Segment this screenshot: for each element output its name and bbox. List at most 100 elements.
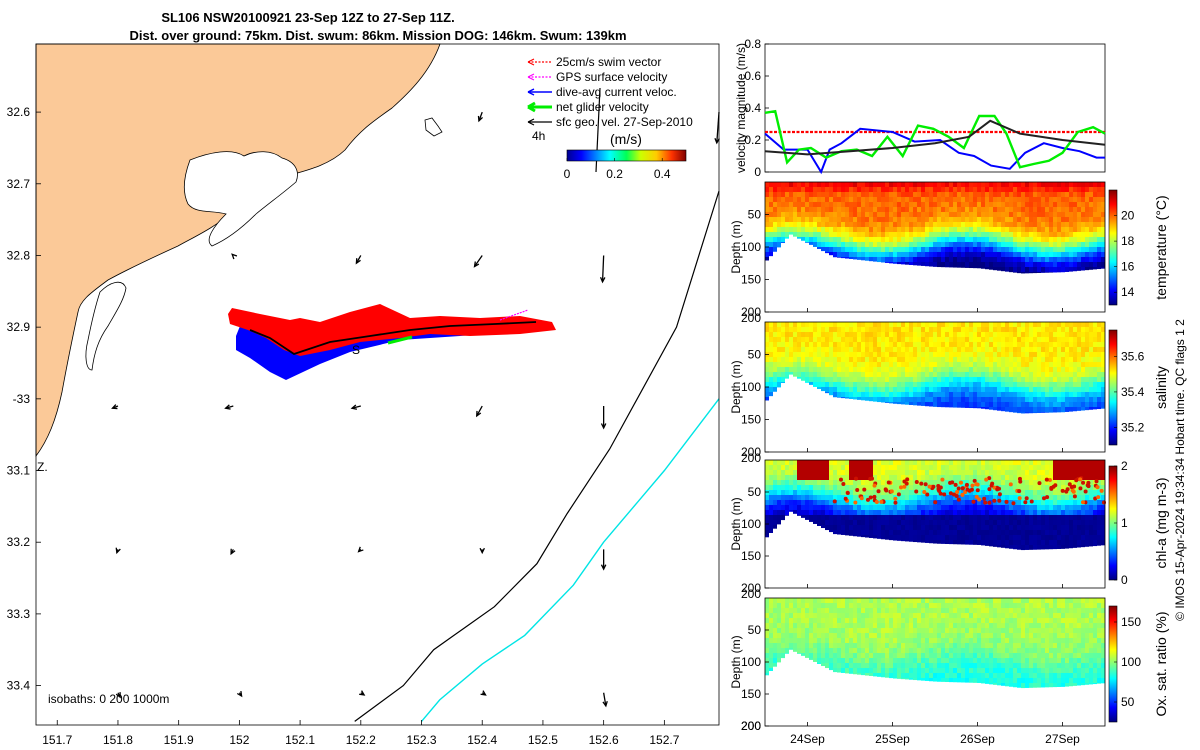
- legend-net-label: net glider velocity: [556, 100, 649, 114]
- geo-velocity-arrow: [224, 404, 234, 410]
- geo-velocity-arrow: [115, 547, 121, 555]
- velocity-frame: [764, 43, 1106, 173]
- section-colorbar-tick-label: 35.6: [1121, 350, 1145, 364]
- glider-path: [249, 321, 537, 355]
- footer-credit: © IMOS 15-Apr-2024 19:34:34 Hobart time.…: [1173, 319, 1187, 621]
- section-depth-label: 50: [748, 485, 762, 499]
- legend-geo-velocity: sfc geo. vel. 27-Sep-2010: [527, 115, 693, 129]
- isobath-200m: [354, 190, 720, 722]
- speed-colorbar-tick-label: 0: [564, 167, 571, 181]
- map-frame: [35, 43, 720, 726]
- section-time-label: 26Sep: [960, 732, 995, 746]
- section-data-field: [765, 598, 1105, 689]
- map-inlet: [85, 281, 127, 371]
- velocity-ytick-label: 0.2: [744, 133, 761, 147]
- track-label: S: [352, 343, 360, 357]
- velocity-series: [764, 109, 1106, 175]
- map-panel: Z. S 151.7 151.8 151.9 152 152.1 152.2 152.3 15…: [7, 43, 720, 747]
- section-depth-bottom-label: 200: [741, 587, 761, 601]
- section-colorbar-tick-label: 100: [1121, 655, 1141, 669]
- section-time-ticks: [807, 722, 1063, 726]
- geo-velocity-arrow: [230, 548, 236, 556]
- gps-velocity-arrow: [499, 309, 529, 321]
- map-x-ticks: 151.7 151.8 151.9 152 152.1 152.2 152.3 152.4 15…: [42, 720, 680, 747]
- speed-colorbar-unit: (m/s): [610, 131, 642, 147]
- map-y-ticks: 32.6 32.7 32.8 32.9 -33 33.1 33.2 33.3 33.4: [7, 105, 41, 693]
- section-data-field: [765, 182, 1105, 274]
- map-xtick-label: 152.7: [649, 733, 679, 747]
- section-colorbar-label: salinity: [1153, 366, 1169, 409]
- velocity-series-dive-avg-current: [764, 127, 1105, 175]
- section-time-ticks: [807, 308, 1063, 312]
- geo-velocity-arrow: [231, 253, 238, 260]
- section-time-label: 24Sep: [790, 732, 825, 746]
- legend-gps-label: GPS surface velocity: [556, 70, 667, 84]
- geo-velocity-arrows: [111, 111, 720, 708]
- section-depth-bottom-label: 200: [741, 451, 761, 465]
- geo-velocity-arrow: [111, 404, 119, 410]
- section-colorbar-tick-label: 0: [1121, 573, 1128, 587]
- speed-colorbar-ticks: 0 0.2 0.4: [564, 158, 671, 181]
- section-colorbar-tick-label: 35.2: [1121, 420, 1145, 434]
- geo-velocity-arrow: [600, 406, 607, 430]
- temperature-section: 50 100 150 200 Depth (m) 14 16 18 20 temperature …: [729, 181, 1169, 325]
- speed-colorbar-tick-label: 0.4: [654, 167, 671, 181]
- section-depth-ticks: 50 100 150 200: [741, 485, 769, 595]
- section-colorbar-tick-label: 18: [1121, 234, 1135, 248]
- figure-title-line1: SL106 NSW20100921 23-Sep 12Z to 27-Sep 1…: [161, 10, 454, 25]
- section-depth-bottom-label: 200: [741, 311, 761, 325]
- section-colorbar-tick-label: 2: [1121, 459, 1128, 473]
- geo-velocity-arrow: [476, 405, 483, 418]
- section-colorbar-tick-label: 20: [1121, 209, 1135, 223]
- velocity-y-ticks: 0 0.2 0.4 0.6 0.8: [744, 37, 769, 179]
- legend-swim-vector: 25cm/s swim vector: [527, 55, 661, 69]
- section-depth-label: 100: [741, 240, 761, 254]
- isobath-note: isobaths: 0 200 1000m: [48, 692, 169, 706]
- section-depth-label: 150: [741, 549, 761, 563]
- velocity-panel: 0 0.2 0.4 0.6 0.8 velocity magnitude (m/s): [734, 37, 1106, 179]
- velocity-ylabel: velocity magnitude (m/s): [734, 43, 748, 173]
- legend-swim-label: 25cm/s swim vector: [556, 55, 661, 69]
- speed-colorbar: (m/s) 0 0.2 0.4: [564, 131, 687, 181]
- speed-colorbar-bar: [566, 149, 687, 162]
- section-ylabel: Depth (m): [729, 635, 743, 688]
- section-colorbar-tick-label: 16: [1121, 260, 1135, 274]
- section-colorbar: 35.2 35.4 35.6 salinity: [1108, 329, 1169, 446]
- map-xtick-label: 152.4: [467, 733, 497, 747]
- section-colorbar-label: chl-a (mg m-3): [1153, 477, 1169, 568]
- section-data-field: [765, 460, 1105, 551]
- geo-velocity-arrow: [602, 692, 608, 708]
- legend-geo-label: sfc geo. vel. 27-Sep-2010: [556, 115, 693, 129]
- section-colorbar-tick-label: 14: [1121, 285, 1135, 299]
- geo-velocity-arrow: [600, 549, 607, 571]
- map-ytick-label: 32.9: [7, 320, 31, 334]
- section-colorbar: 14 16 18 20 temperature (°C): [1108, 189, 1169, 306]
- map-land: [35, 43, 441, 458]
- map-ytick-label: -33: [13, 392, 31, 406]
- legend-dive-current: dive-avg current veloc.: [527, 85, 677, 99]
- legend-net-velocity: net glider velocity: [527, 100, 649, 114]
- section-colorbar-tick-label: 35.4: [1121, 385, 1145, 399]
- legend-time-scale: 4h: [532, 129, 545, 143]
- velocity-ytick-label: 0.8: [744, 37, 761, 51]
- legend-dive-label: dive-avg current veloc.: [556, 85, 677, 99]
- section-depth-bottom-label: 200: [741, 719, 761, 733]
- section-depth-label: 100: [741, 517, 761, 531]
- section-depth-label: 100: [741, 380, 761, 394]
- speed-colorbar-tick-label: 0.2: [606, 167, 623, 181]
- map-legend: 25cm/s swim vector GPS surface velocity …: [527, 55, 693, 173]
- map-xtick-label: 152: [229, 733, 249, 747]
- section-data-field: [765, 322, 1105, 414]
- velocity-series-net-glider-velocity: [764, 109, 1106, 169]
- section-depth-ticks: 50 100 150 200: [741, 208, 769, 319]
- geo-velocity-arrow: [479, 547, 485, 555]
- map-ytick-label: 33.3: [7, 607, 31, 621]
- geo-velocity-arrow: [599, 255, 606, 284]
- section-ylabel: Depth (m): [729, 497, 743, 550]
- geo-velocity-arrow: [473, 255, 483, 268]
- section-depth-label: 150: [741, 687, 761, 701]
- section-colorbar-bar: [1108, 329, 1118, 446]
- section-ylabel: Depth (m): [729, 360, 743, 413]
